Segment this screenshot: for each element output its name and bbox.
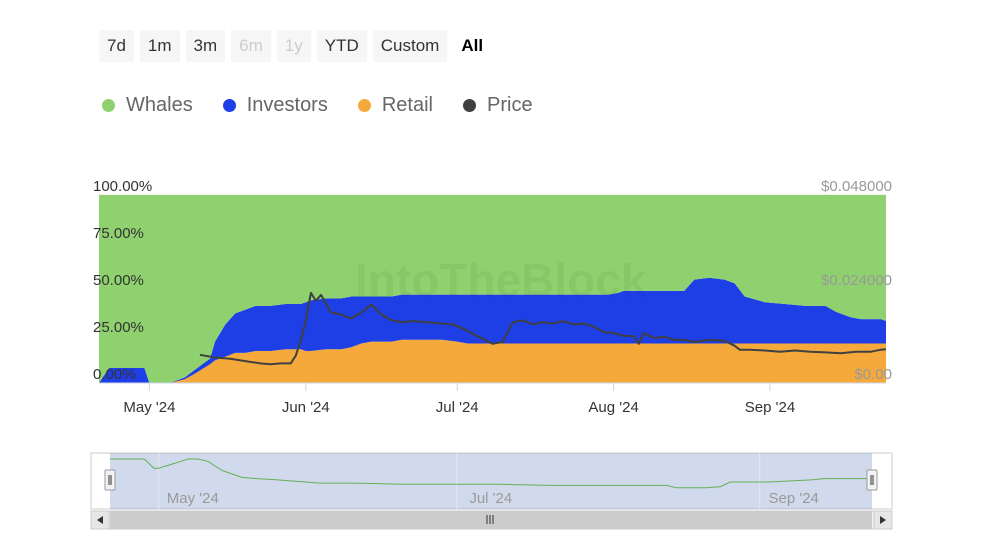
- range-button-7d[interactable]: 7d: [99, 30, 134, 62]
- navigator-mask[interactable]: [110, 453, 872, 509]
- range-button-custom[interactable]: Custom: [372, 30, 448, 62]
- x-tick-label: Sep '24: [745, 399, 795, 416]
- navigator-line: [110, 458, 872, 489]
- triangle-left-icon: [97, 516, 103, 524]
- y-left-tick-label: 0.00%: [93, 366, 136, 383]
- navigator-series: [110, 458, 872, 489]
- navigator-tick-label: Sep '24: [768, 490, 818, 507]
- y-right-tick-label: $0.048000: [821, 178, 892, 195]
- price-series: [199, 291, 887, 366]
- legend-item-investors[interactable]: Investors: [222, 94, 328, 117]
- y-axis-right: $0.00 $0.024000 $0.048000: [821, 178, 892, 383]
- range-button-1m[interactable]: 1m: [139, 30, 180, 62]
- scrollbar-right-button[interactable]: [873, 510, 893, 530]
- y-left-tick-label: 75.00%: [93, 225, 144, 242]
- scrollbar-left-button[interactable]: [90, 510, 110, 530]
- x-tick-label: Jul '24: [436, 399, 479, 416]
- y-left-tick-label: 100.00%: [93, 178, 152, 195]
- legend-item-retail[interactable]: Retail: [357, 94, 433, 117]
- legend-marker-price: [463, 99, 476, 112]
- range-button-3m[interactable]: 3m: [185, 30, 226, 62]
- range-button-all[interactable]: All: [461, 36, 484, 55]
- area-investors: [99, 277, 886, 383]
- y-right-tick-label: $0.024000: [821, 272, 892, 289]
- watermark: IntoTheBlock: [355, 254, 647, 306]
- legend-marker-retail: [357, 99, 371, 112]
- range-button-6m[interactable]: 6m: [231, 30, 271, 62]
- navigator-x-axis: May '24 Jul '24 Sep '24: [167, 490, 819, 507]
- stacked-areas: [99, 195, 886, 383]
- area-retail: [99, 339, 886, 383]
- navigator-tick-label: May '24: [167, 490, 219, 507]
- x-axis: May '24 Jun '24 Jul '24 Aug '24 Sep '24: [123, 383, 795, 416]
- scrollbar[interactable]: [90, 510, 893, 530]
- legend-marker-investors: [222, 99, 236, 112]
- navigator-grid: [158, 453, 761, 509]
- navigator-tick-label: Jul '24: [469, 490, 512, 507]
- navigator-handle-left[interactable]: [104, 469, 116, 491]
- grip-lines-icon: [486, 515, 494, 524]
- scrollbar-thumb[interactable]: [110, 511, 872, 529]
- legend-label: Investors: [246, 94, 328, 116]
- legend-item-whales[interactable]: Whales: [102, 94, 193, 117]
- y-left-tick-label: 25.00%: [93, 319, 144, 336]
- y-left-tick-label: 50.00%: [93, 272, 144, 289]
- x-tick-label: Aug '24: [588, 399, 638, 416]
- y-axis-left: 0.00% 25.00% 50.00% 75.00% 100.00%: [93, 178, 152, 383]
- navigator[interactable]: May '24 Jul '24 Sep '24: [90, 452, 893, 510]
- price-line: [199, 291, 887, 366]
- legend: Whales Investors Retail Price: [102, 94, 533, 117]
- x-tick-label: May '24: [123, 399, 175, 416]
- legend-label: Retail: [381, 94, 433, 116]
- navigator-background: [90, 452, 893, 510]
- range-selector: 7d 1m 3m 6m 1y YTD Custom All: [99, 30, 491, 62]
- triangle-right-icon: [880, 516, 886, 524]
- legend-label: Price: [487, 94, 533, 116]
- legend-marker-whales: [102, 99, 115, 112]
- legend-label: Whales: [126, 94, 193, 116]
- x-tick-label: Jun '24: [282, 399, 330, 416]
- range-button-1y[interactable]: 1y: [276, 30, 311, 62]
- y-right-tick-label: $0.00: [854, 366, 892, 383]
- legend-item-price[interactable]: Price: [463, 94, 533, 117]
- area-whales: [99, 195, 886, 383]
- navigator-handle-right[interactable]: [866, 469, 878, 491]
- range-button-ytd[interactable]: YTD: [316, 30, 367, 62]
